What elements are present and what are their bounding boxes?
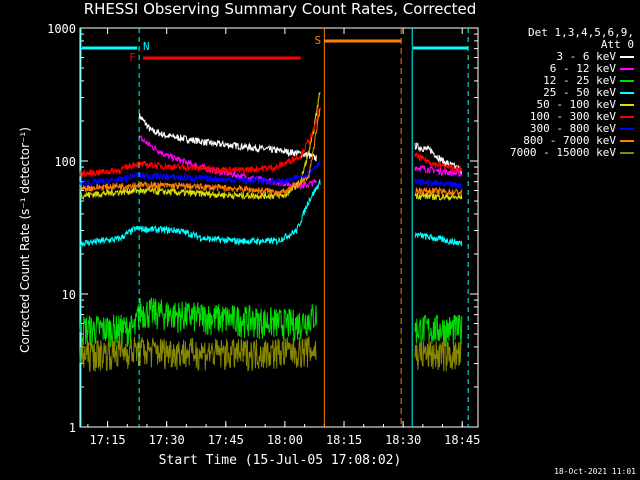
legend-swatch [620,116,634,118]
legend-swatch [620,152,634,154]
series-line [414,340,463,372]
x-tick-label: 18:00 [267,433,303,447]
annotation-f: F [129,51,136,64]
x-tick-label: 17:30 [149,433,185,447]
legend-item: 800 - 7000 keV [510,135,634,147]
series-line [414,151,463,173]
legend-item: 12 - 25 keV [510,75,634,87]
x-tick-label: 18:15 [326,433,362,447]
series-line [79,92,321,201]
legend-swatch [620,104,634,106]
series-line [414,186,463,196]
series-line [79,159,321,187]
series-line [79,108,321,197]
y-axis-label: Corrected Count Rate (s⁻¹ detector⁻¹) [18,127,32,353]
legend-item: 6 - 12 keV [510,63,634,75]
legend-label: 800 - 7000 keV [523,134,616,147]
legend-label: 7000 - 15000 keV [510,146,616,159]
timestamp: 18-Oct-2021 11:01 [554,467,636,476]
legend-label: 3 - 6 keV [556,50,616,63]
series-line [414,314,463,347]
plot-frame [79,27,479,428]
series-line [414,142,463,174]
y-tick-label: 10 [62,288,76,302]
series-line [414,192,463,201]
legend-swatch [620,80,634,82]
legend-swatch [620,128,634,130]
series-line [414,164,463,177]
x-tick-label: 17:15 [90,433,126,447]
series-line [138,113,317,162]
legend-header-1: Det 1,3,4,5,6,9, [528,26,634,39]
chart-title: RHESSI Observing Summary Count Rates, Co… [83,0,477,18]
series-line [79,179,321,247]
legend-swatch [620,56,634,58]
x-tick-label: 18:30 [385,433,421,447]
series-line [414,177,463,190]
legend-swatch [620,92,634,94]
legend-swatch [620,140,634,142]
legend-label: 50 - 100 keV [536,98,616,111]
legend-label: 100 - 300 keV [529,110,616,123]
legend-label: 25 - 50 keV [543,86,616,99]
annotation-s: S [314,34,321,47]
legend-item: 300 - 800 keV [510,123,634,135]
legend-item: 50 - 100 keV [510,99,634,111]
y-tick-label: 1 [69,421,76,435]
legend-item: 7000 - 15000 keV [510,147,634,159]
legend-label: 300 - 800 keV [529,122,616,135]
legend-item: 25 - 50 keV [510,87,634,99]
legend-item: 3 - 6 keV [510,51,634,63]
series-line [79,336,317,372]
annotation-n: N [143,40,150,53]
series-line [414,232,463,246]
x-tick-label: 18:45 [444,433,480,447]
legend: Det 1,3,4,5,6,9, Att 0 3 - 6 keV 6 - 12 k… [510,27,634,159]
legend-swatch [620,68,634,70]
x-tick-label: 17:45 [208,433,244,447]
legend-label: 6 - 12 keV [549,62,616,75]
series-line [79,107,321,179]
legend-label: 12 - 25 keV [543,74,616,87]
series-line [79,296,317,348]
x-axis-label: Start Time (15-Jul-05 17:08:02) [158,453,402,468]
legend-item: 100 - 300 keV [510,111,634,123]
y-tick-label: 1000 [47,22,76,36]
y-tick-label: 100 [54,155,76,169]
legend-header-2: Att 0 [600,38,634,51]
